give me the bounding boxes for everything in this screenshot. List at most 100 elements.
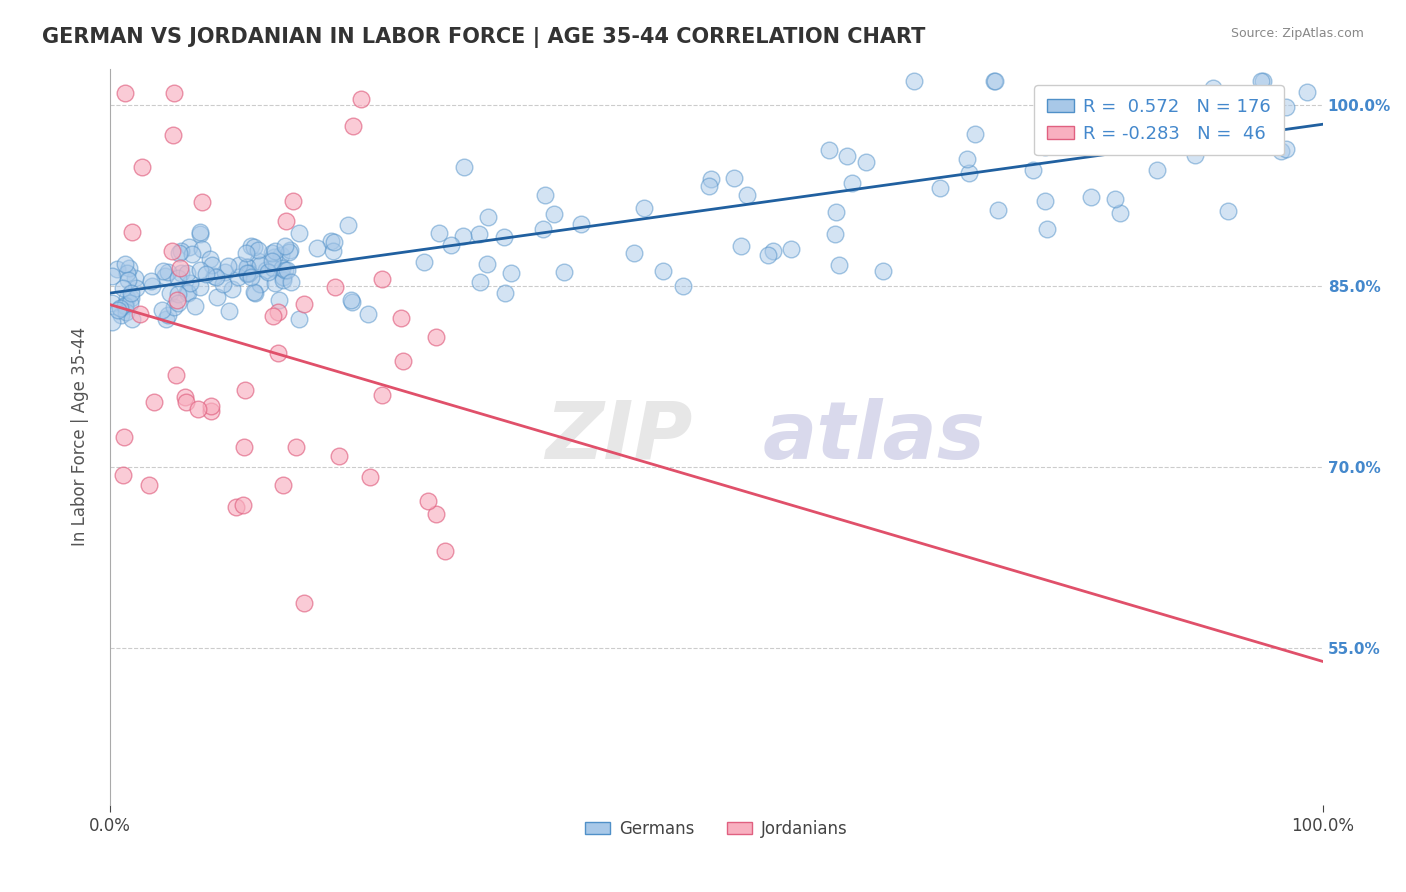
Point — [633, 202, 655, 216]
Point — [263, 250, 285, 264]
Point — [1275, 142, 1298, 156]
Point — [179, 276, 201, 290]
Point — [1250, 73, 1272, 87]
Point — [174, 395, 197, 409]
Point — [1022, 162, 1045, 177]
Point — [392, 354, 415, 368]
Point — [723, 170, 745, 185]
Point — [278, 244, 301, 259]
Point — [191, 194, 214, 209]
Point — [872, 263, 894, 277]
Point — [756, 248, 779, 262]
Point — [200, 399, 222, 413]
Point — [903, 73, 925, 87]
Point — [267, 304, 290, 318]
Point — [1108, 206, 1130, 220]
Point — [987, 203, 1010, 218]
Point — [468, 275, 491, 289]
Point — [350, 92, 373, 106]
Point — [235, 267, 257, 281]
Point — [264, 244, 287, 258]
Point — [336, 218, 359, 232]
Point — [118, 261, 141, 276]
Point — [1088, 135, 1111, 149]
Point — [371, 388, 394, 402]
Point — [217, 259, 239, 273]
Point — [1035, 139, 1057, 153]
Point — [531, 222, 554, 236]
Point — [342, 119, 364, 133]
Point — [167, 271, 190, 285]
Point — [477, 256, 499, 270]
Point — [120, 285, 142, 300]
Point — [328, 449, 350, 463]
Point — [191, 242, 214, 256]
Point — [166, 287, 188, 301]
Point — [270, 247, 292, 261]
Point — [155, 312, 177, 326]
Point — [269, 293, 291, 308]
Point — [841, 177, 863, 191]
Point — [114, 305, 136, 319]
Point — [1033, 194, 1056, 208]
Point — [305, 241, 328, 255]
Point — [167, 296, 190, 310]
Point — [218, 304, 240, 318]
Point — [571, 217, 593, 231]
Point — [623, 245, 645, 260]
Point — [262, 254, 284, 268]
Point — [543, 207, 565, 221]
Point — [165, 368, 187, 382]
Point — [112, 430, 135, 444]
Point — [239, 239, 262, 253]
Point — [125, 281, 148, 295]
Point — [271, 273, 294, 287]
Point — [494, 286, 516, 301]
Point — [150, 302, 173, 317]
Point — [828, 259, 851, 273]
Point — [152, 264, 174, 278]
Point — [112, 281, 135, 295]
Point — [276, 263, 298, 277]
Point — [735, 187, 758, 202]
Point — [288, 312, 311, 326]
Point — [163, 86, 186, 100]
Point — [139, 274, 162, 288]
Point — [1146, 162, 1168, 177]
Point — [283, 194, 305, 208]
Point — [254, 263, 277, 277]
Point — [228, 258, 250, 272]
Point — [1035, 222, 1057, 236]
Point — [288, 226, 311, 240]
Point — [205, 270, 228, 285]
Point — [730, 239, 752, 253]
Point — [162, 128, 184, 143]
Point — [187, 402, 209, 417]
Point — [260, 246, 283, 260]
Point — [236, 260, 259, 274]
Point — [202, 269, 225, 284]
Point — [262, 261, 284, 276]
Point — [110, 309, 132, 323]
Point — [232, 498, 254, 512]
Legend: Germans, Jordanians: Germans, Jordanians — [579, 814, 855, 845]
Point — [131, 160, 153, 174]
Point — [271, 478, 294, 492]
Point — [271, 260, 294, 275]
Point — [1275, 100, 1298, 114]
Point — [263, 276, 285, 290]
Point — [1080, 190, 1102, 204]
Point — [340, 293, 363, 308]
Point — [105, 262, 128, 277]
Point — [825, 204, 848, 219]
Point — [240, 270, 263, 285]
Point — [280, 275, 302, 289]
Point — [1239, 117, 1261, 131]
Point — [159, 285, 181, 300]
Point — [120, 296, 142, 310]
Point — [342, 294, 364, 309]
Point — [835, 149, 858, 163]
Point — [112, 468, 135, 483]
Point — [243, 285, 266, 300]
Point — [319, 235, 342, 249]
